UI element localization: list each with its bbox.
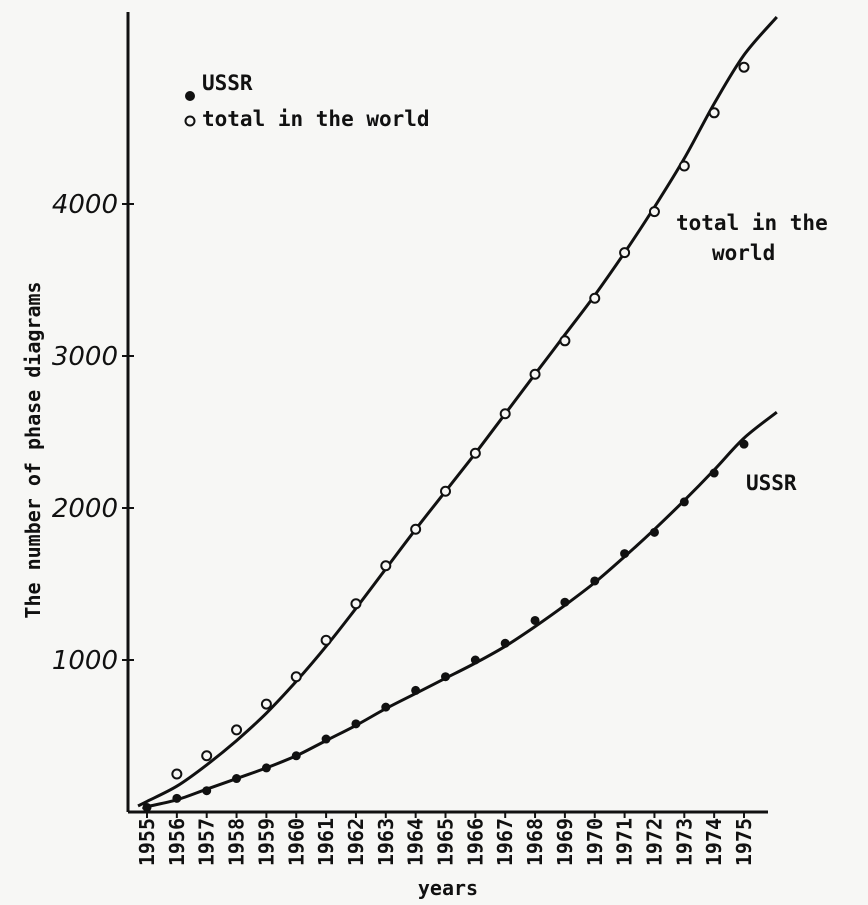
x-tick-label-1975: 1975 — [732, 818, 756, 866]
point-ussr-1964 — [411, 685, 421, 695]
x-axis-title: years — [418, 876, 478, 900]
x-tick-label-1971: 1971 — [613, 818, 637, 866]
x-tick-label-1974: 1974 — [702, 818, 726, 866]
point-ussr-1962 — [351, 719, 361, 729]
point-world-1974 — [708, 107, 720, 119]
x-tick-label-1973: 1973 — [672, 818, 696, 866]
x-tick-label-1965: 1965 — [434, 818, 458, 866]
legend-label-world: total in the world — [202, 107, 430, 131]
x-tick-label-1955: 1955 — [135, 818, 159, 866]
axes — [126, 12, 768, 814]
point-world-1961 — [320, 634, 332, 646]
point-world-1960 — [290, 671, 302, 683]
point-world-1964 — [410, 523, 422, 535]
x-tick-label-1966: 1966 — [463, 818, 487, 866]
point-world-1966 — [469, 447, 481, 459]
point-ussr-1970 — [590, 576, 600, 586]
point-ussr-1974 — [709, 468, 719, 478]
point-world-1968 — [529, 368, 541, 380]
series-points — [142, 61, 750, 812]
point-world-1972 — [648, 206, 660, 218]
x-tick-label-1959: 1959 — [254, 818, 278, 866]
point-ussr-1969 — [560, 597, 570, 607]
point-world-1975 — [738, 61, 750, 73]
x-tick-label-1967: 1967 — [493, 818, 517, 866]
legend-label-ussr: USSR — [202, 71, 253, 95]
point-ussr-1959 — [261, 763, 271, 773]
annotations: total in the world USSR — [676, 211, 828, 495]
y-tick-label-2000: 2000 — [52, 494, 118, 524]
point-world-1959 — [260, 698, 272, 710]
point-ussr-1966 — [470, 655, 480, 665]
y-tick-label-1000: 1000 — [52, 646, 118, 676]
annotation-world-line1: total in the — [676, 211, 828, 235]
x-tick-label-1961: 1961 — [314, 818, 338, 866]
legend-marker-ussr — [185, 91, 195, 101]
point-ussr-1973 — [679, 497, 689, 507]
point-world-1970 — [589, 292, 601, 304]
point-ussr-1958 — [232, 774, 242, 784]
point-ussr-1965 — [441, 672, 450, 682]
point-world-1965 — [440, 485, 451, 497]
point-ussr-1960 — [291, 751, 301, 761]
point-ussr-1955 — [142, 802, 152, 812]
series-line-world — [137, 16, 778, 808]
y-axis-title: The number of phase diagrams — [21, 281, 45, 618]
point-ussr-1967 — [500, 638, 510, 648]
point-world-1962 — [350, 598, 362, 610]
y-tick-label-4000: 4000 — [52, 190, 118, 220]
point-ussr-1968 — [530, 615, 540, 625]
point-world-1957 — [201, 750, 213, 762]
point-world-1971 — [619, 247, 631, 259]
x-tick-label-1968: 1968 — [523, 818, 547, 866]
x-tick-label-1957: 1957 — [195, 818, 219, 866]
y-ticks: 1000 2000 3000 4000 — [52, 190, 134, 676]
point-world-1963 — [380, 560, 392, 572]
series-curves — [137, 16, 778, 811]
x-tick-label-1969: 1969 — [553, 818, 577, 866]
annotation-ussr: USSR — [746, 471, 797, 495]
x-tick-label-1960: 1960 — [284, 818, 308, 866]
x-tick-label-1958: 1958 — [225, 818, 249, 866]
point-ussr-1957 — [202, 786, 212, 796]
point-ussr-1972 — [649, 527, 659, 537]
point-world-1967 — [499, 408, 511, 420]
legend-marker-world — [184, 115, 196, 127]
x-ticks: 1955 1956 1957 1958 1959 1960 1961 1962 1963 1964… — [135, 812, 756, 866]
annotation-world-line2: world — [712, 241, 775, 265]
x-tick-label-1964: 1964 — [404, 818, 428, 866]
legend: USSR total in the world — [184, 71, 430, 131]
x-tick-label-1970: 1970 — [583, 818, 607, 866]
x-tick-label-1962: 1962 — [344, 818, 368, 866]
point-ussr-1963 — [381, 702, 391, 712]
y-tick-label-3000: 3000 — [52, 342, 118, 372]
x-tick-label-1972: 1972 — [642, 818, 666, 866]
point-ussr-1956 — [172, 793, 182, 803]
point-world-1956 — [171, 768, 183, 780]
point-ussr-1961 — [321, 734, 331, 744]
point-world-1958 — [231, 724, 243, 736]
point-ussr-1975 — [739, 439, 749, 449]
point-world-1973 — [678, 160, 690, 172]
point-ussr-1971 — [620, 549, 630, 559]
x-tick-label-1956: 1956 — [165, 818, 189, 866]
point-world-1969 — [559, 335, 571, 347]
x-tick-label-1963: 1963 — [374, 818, 398, 866]
